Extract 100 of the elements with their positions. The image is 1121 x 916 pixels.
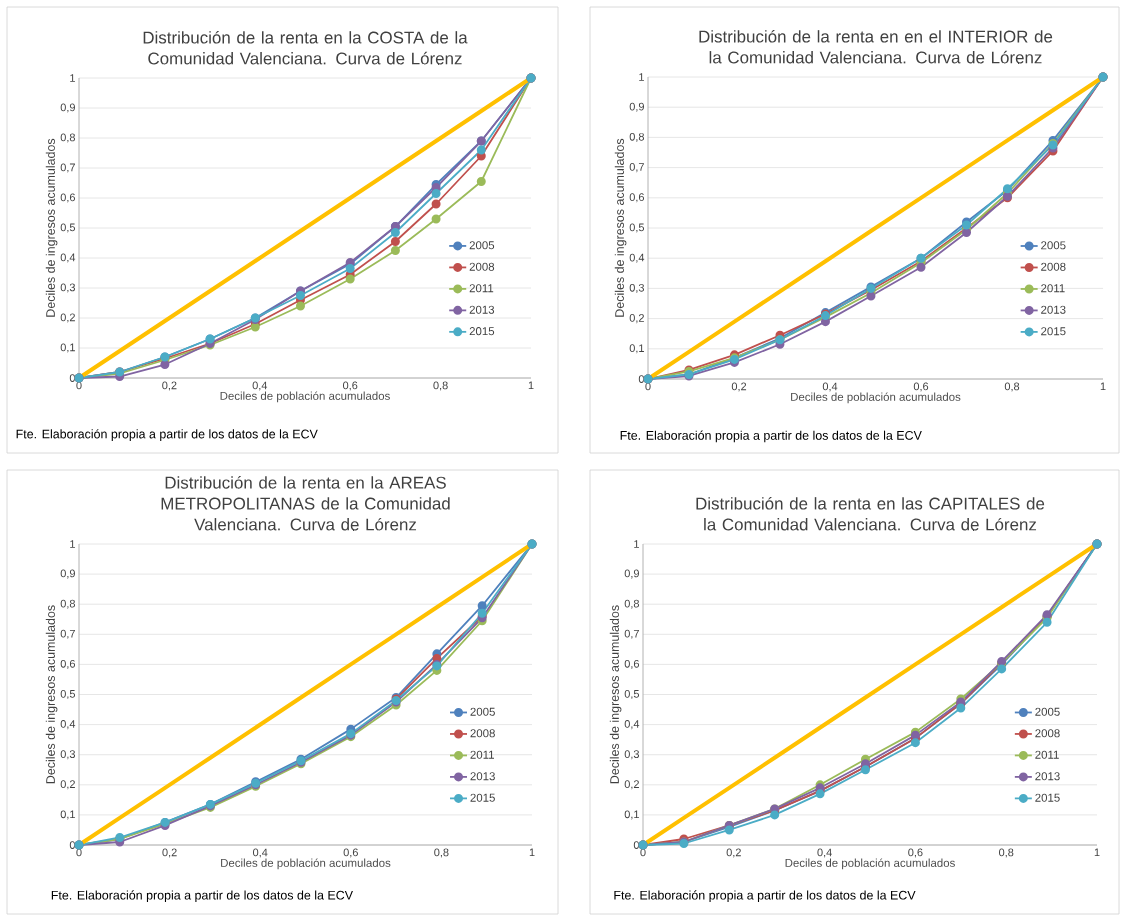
- y-tick-label: 0,9: [624, 569, 639, 579]
- legend-label: 2008: [1041, 262, 1066, 271]
- chart-title: Distribución de la renta en las CAPITALES de la Comunidad Valenciana. Curva de Lórenz: [696, 496, 1045, 531]
- y-tick-label: 1: [70, 540, 75, 548]
- x-tick-label: 0,6: [343, 848, 358, 858]
- y-tick-label: 0,5: [624, 689, 640, 700]
- y-axis-title: Deciles de ingresos acumulados: [614, 138, 627, 317]
- chart-title: Distribución de la renta en la AREAS METROPOLITANAS de la Comunidad Valenciana. Curva de Lórenz: [161, 476, 450, 531]
- y-tick-label: 1: [639, 73, 644, 81]
- y-tick-label: 0: [638, 375, 645, 383]
- y-tick-label: 0,6: [629, 193, 644, 203]
- x-tick-label: 0,2: [162, 848, 177, 858]
- legend-label: 2008: [1035, 729, 1060, 738]
- y-tick-label: 0,8: [624, 599, 639, 609]
- x-axis-title: Deciles de población acumulados: [220, 391, 390, 403]
- legend-label: 2008: [470, 729, 495, 738]
- text: Fte. Elaboración propia a partir de los datos de la ECV: [16, 429, 318, 441]
- legend-label: 2013: [470, 772, 495, 781]
- x-tick-label: 0: [76, 381, 82, 390]
- y-tick-label: 0: [69, 841, 76, 849]
- y-tick-label: 0,3: [624, 750, 639, 760]
- x-tick-label: 0,8: [1004, 382, 1020, 392]
- legend-label: 2015: [470, 793, 495, 802]
- y-tick-label: 0,5: [60, 689, 76, 700]
- x-tick-label: 0,4: [822, 382, 838, 392]
- y-tick-label: 0,8: [60, 133, 75, 143]
- y-tick-label: 0,7: [624, 629, 639, 639]
- y-tick-label: 0,3: [60, 283, 75, 293]
- x-tick-label: 0,8: [433, 381, 448, 391]
- x-tick-label: 0,8: [999, 848, 1014, 858]
- legend-label: 2013: [1035, 772, 1060, 781]
- legend-label: 2015: [1035, 793, 1060, 802]
- text: Fte. Elaboración propia a partir de los datos de la ECV: [620, 430, 922, 443]
- legend-label: 2011: [470, 750, 494, 759]
- x-tick-label: 0,4: [253, 848, 268, 858]
- y-tick-label: 0,8: [629, 132, 644, 142]
- y-tick-label: 0,6: [60, 193, 75, 203]
- legend-label: 2015: [1041, 327, 1066, 336]
- y-tick-label: 0,9: [60, 103, 75, 113]
- x-tick-label: 0,4: [252, 381, 268, 391]
- legend-label: 2011: [469, 284, 494, 293]
- y-tick-label: 0,4: [624, 720, 640, 730]
- x-tick-label: 0: [645, 382, 651, 391]
- text: Fte. Elaboración propia a partir de los datos de la ECV: [51, 890, 353, 903]
- x-tick-label: 0,6: [913, 382, 929, 392]
- y-tick-label: 0,7: [60, 163, 75, 173]
- y-axis-title: Deciles de ingresos acumulados: [609, 605, 622, 784]
- x-axis-title: Deciles de población acumulados: [785, 858, 955, 870]
- y-tick-label: 0,4: [629, 253, 645, 263]
- x-axis-title: Deciles de población acumulados: [791, 392, 961, 404]
- y-tick-label: 0,2: [624, 780, 639, 790]
- legend-label: 2011: [1035, 750, 1059, 759]
- y-tick-label: 1: [70, 74, 75, 82]
- y-tick-label: 0,3: [629, 283, 644, 293]
- legend-label: 2008: [469, 262, 495, 271]
- y-tick-label: 0,5: [629, 223, 645, 233]
- legend-label: 2013: [1041, 305, 1066, 314]
- y-tick-label: 0,7: [60, 629, 75, 639]
- y-axis-title: Deciles de ingresos acumulados: [45, 605, 58, 784]
- x-tick-label: 1: [529, 848, 535, 857]
- y-tick-label: 0,7: [629, 163, 644, 173]
- y-tick-label: 0,1: [624, 810, 639, 820]
- y-tick-label: 0,2: [629, 314, 644, 324]
- x-tick-label: 0,2: [726, 848, 741, 858]
- y-tick-label: 0,3: [60, 750, 75, 760]
- text: Fte. Elaboración propia a partir de los datos de la ECV: [614, 890, 916, 903]
- y-tick-label: 0,9: [60, 569, 75, 579]
- y-tick-label: 0,8: [60, 599, 75, 609]
- legend-label: 2005: [1041, 241, 1066, 250]
- y-tick-label: 0,9: [629, 102, 644, 112]
- y-tick-label: 0,4: [60, 253, 76, 263]
- legend-label: 2005: [469, 241, 495, 250]
- x-tick-label: 0,2: [731, 382, 747, 392]
- y-tick-label: 0,2: [60, 780, 75, 790]
- y-tick-label: 0,6: [624, 659, 639, 669]
- y-tick-label: 0: [633, 841, 640, 849]
- y-tick-label: 0,1: [60, 810, 75, 820]
- legend-label: 2013: [469, 305, 495, 314]
- y-tick-label: 0,1: [60, 343, 75, 353]
- x-tick-label: 0,8: [434, 848, 449, 858]
- y-tick-label: 0,1: [629, 344, 644, 354]
- legend-label: 2005: [1035, 707, 1060, 716]
- x-tick-label: 1: [1094, 848, 1100, 857]
- x-tick-label: 0: [76, 848, 82, 857]
- x-tick-label: 0,6: [908, 848, 923, 858]
- chart-title: Distribución de la renta en en el INTERIOR de la Comunidad Valenciana. Curva de Lórenz: [699, 29, 1053, 64]
- x-tick-label: 0,2: [162, 381, 177, 391]
- x-tick-label: 1: [1100, 382, 1106, 391]
- x-tick-label: 0,4: [817, 848, 832, 858]
- y-tick-label: 0,6: [60, 659, 75, 669]
- chart-title: Distribución de la renta en la COSTA de la Comunidad Valenciana. Curva de Lórenz: [143, 30, 468, 65]
- y-tick-label: 0,2: [60, 313, 75, 323]
- legend-label: 2005: [470, 707, 495, 716]
- x-tick-label: 1: [528, 381, 534, 390]
- y-tick-label: 1: [634, 540, 639, 548]
- legend-label: 2011: [1041, 284, 1065, 293]
- x-tick-label: 0,6: [343, 381, 358, 391]
- y-axis-title: Deciles de ingresos acumulados: [45, 138, 58, 317]
- legend-label: 2015: [469, 327, 495, 336]
- y-tick-label: 0,4: [60, 720, 76, 730]
